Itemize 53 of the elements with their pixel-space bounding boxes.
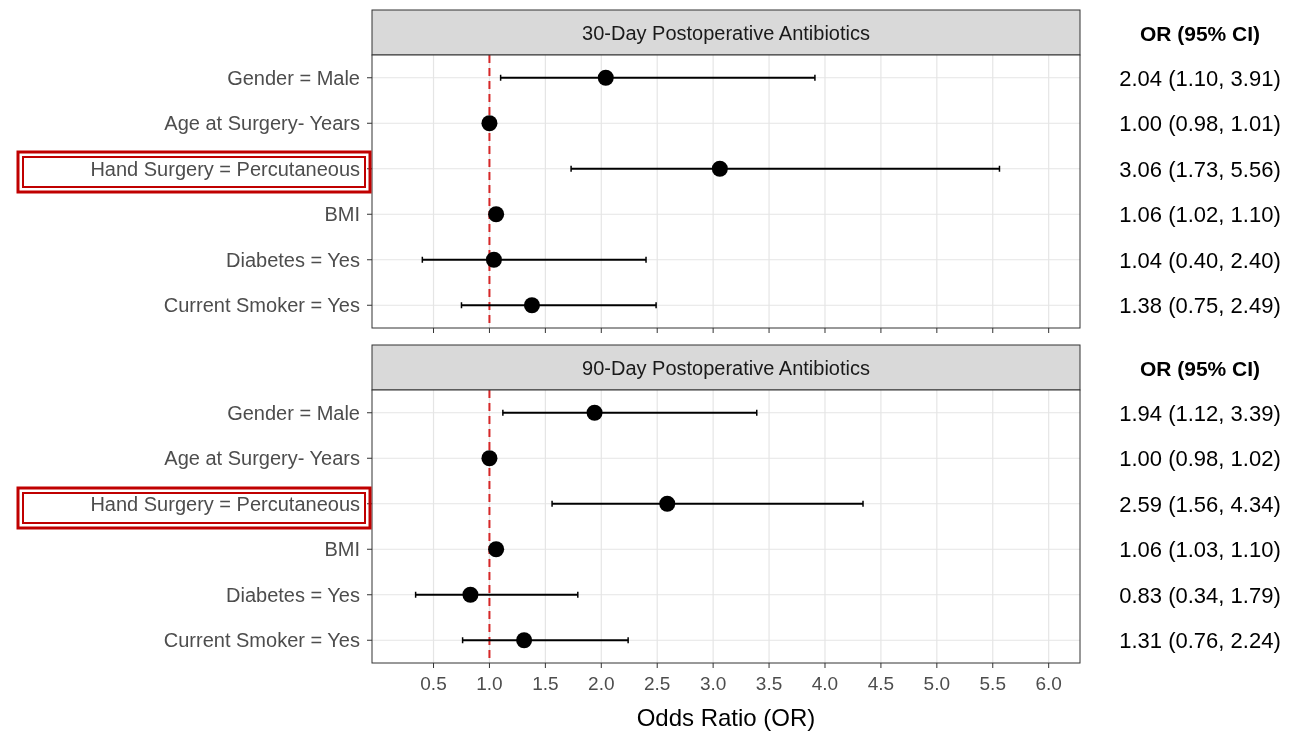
chart-title: 90-Day Postoperative Antibiotics [582,356,870,379]
data-label: 1.38 (0.75, 2.49) [1119,293,1281,319]
point [597,69,614,86]
x-tick-label: 4.0 [811,673,839,694]
chart-title: 30-Day Postoperative Antibiotics [582,21,870,44]
y-tick-label: BMI [324,538,360,561]
y-tick-label: Hand Surgery = Percutaneous [90,492,360,515]
point [659,495,676,512]
text: OR (95% CI) [1139,21,1261,45]
data-label: 1.06 (1.03, 1.10) [1119,537,1281,563]
y-tick-label: BMI [324,203,360,226]
point [586,404,603,421]
x-axis-title: Odds Ratio (OR) [636,704,816,731]
point [481,450,498,467]
data-label: 2.04 (1.10, 3.91) [1119,65,1281,91]
x-tick-label: 6.0 [1035,673,1062,694]
x-tick-label: 4.5 [867,673,895,694]
data-label: 1.94 (1.12, 3.39) [1119,400,1281,426]
point [488,206,505,223]
text: OR (95% CI) [1139,356,1261,380]
y-tick-label: Hand Surgery = Percutaneous [90,157,360,180]
x-tick-label: 0.5 [420,673,447,694]
y-tick-label: Age at Surgery- Years [164,447,360,470]
y-tick-label: Current Smoker = Yes [163,629,360,652]
point [523,297,540,314]
point [488,541,505,558]
x-tick-label: 5.0 [923,673,951,694]
data-label: 1.00 (0.98, 1.02) [1119,446,1281,472]
point [481,115,498,132]
data-label: 1.31 (0.76, 2.24) [1119,628,1281,654]
x-tick-label: 3.5 [755,673,783,694]
x-tick-label: 1.5 [532,673,559,694]
x-tick-label: 3.0 [699,673,727,694]
y-tick-label: Gender = Male [227,66,360,89]
data-label: 1.04 (0.40, 2.40) [1119,247,1281,273]
point [485,251,502,268]
y-tick-label: Gender = Male [227,401,360,424]
x-tick-label: 2.0 [588,673,615,694]
point [516,632,533,649]
x-tick-label: 2.5 [644,673,671,694]
data-label: 1.06 (1.02, 1.10) [1119,202,1281,228]
x-tick-label: 5.5 [979,673,1006,694]
data-label: 1.00 (0.98, 1.01) [1119,111,1281,137]
point [711,160,728,177]
data-label: 3.06 (1.73, 5.56) [1119,156,1281,182]
point [462,586,479,603]
x-tick-label: 1.0 [476,673,503,694]
y-tick-label: Current Smoker = Yes [163,294,360,317]
data-label: 2.59 (1.56, 4.34) [1119,491,1281,517]
y-tick-label: Diabetes = Yes [226,583,360,606]
data-label: 0.83 (0.34, 1.79) [1119,582,1281,608]
y-tick-label: Age at Surgery- Years [164,112,360,135]
y-tick-label: Diabetes = Yes [226,248,360,271]
